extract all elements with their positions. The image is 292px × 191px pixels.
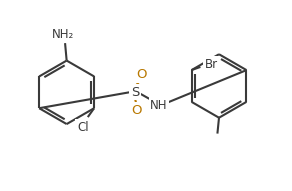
Text: Br: Br (205, 58, 218, 71)
Text: O: O (131, 104, 142, 117)
Text: NH₂: NH₂ (52, 28, 74, 41)
Text: NH: NH (150, 99, 167, 112)
Text: Cl: Cl (77, 121, 88, 134)
Text: O: O (137, 68, 147, 81)
Text: S: S (131, 86, 139, 99)
